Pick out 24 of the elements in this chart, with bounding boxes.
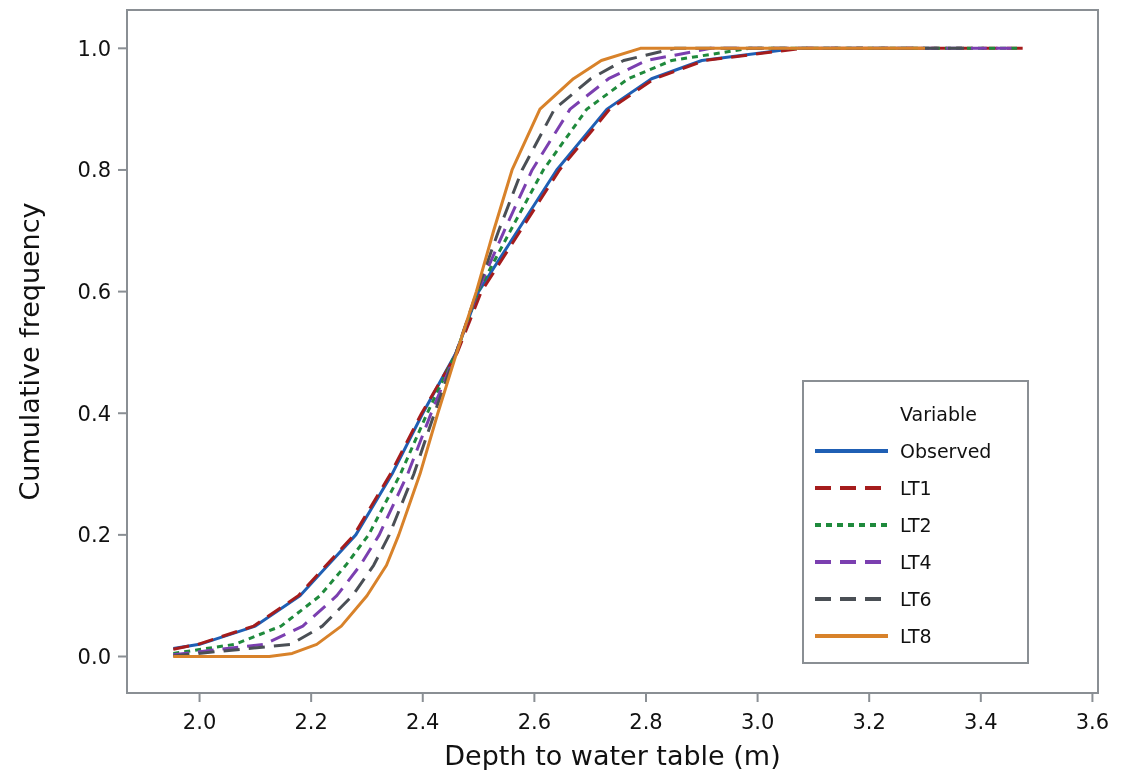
legend-label: LT1 <box>900 476 932 499</box>
x-tick-label: 3.0 <box>740 710 775 734</box>
y-tick-label: 0.8 <box>77 158 111 183</box>
y-axis-title: Cumulative frequency <box>14 202 45 501</box>
y-tick-label: 0.0 <box>77 644 111 669</box>
legend-label: LT4 <box>900 550 932 573</box>
legend-label: LT8 <box>900 624 932 647</box>
x-axis-title: Depth to water table (m) <box>444 740 781 771</box>
x-tick-label: 2.2 <box>294 710 328 734</box>
y-tick-label: 1.0 <box>77 36 111 61</box>
legend-title: Variable <box>900 403 977 425</box>
x-tick-label: 2.6 <box>517 710 552 734</box>
legend-label: LT6 <box>900 587 932 610</box>
legend-label: Observed <box>900 439 992 462</box>
legend-label: LT2 <box>900 513 932 536</box>
x-tick-label: 2.8 <box>629 710 663 734</box>
x-tick-label: 2.0 <box>182 710 217 734</box>
x-tick-label: 3.4 <box>964 710 998 734</box>
x-tick-label: 2.4 <box>406 710 440 734</box>
x-tick-label: 3.2 <box>852 710 886 734</box>
y-tick-label: 0.4 <box>77 401 111 426</box>
x-tick-label: 3.6 <box>1075 710 1110 734</box>
y-tick-label: 0.2 <box>77 523 111 548</box>
y-tick-label: 0.6 <box>77 279 111 304</box>
